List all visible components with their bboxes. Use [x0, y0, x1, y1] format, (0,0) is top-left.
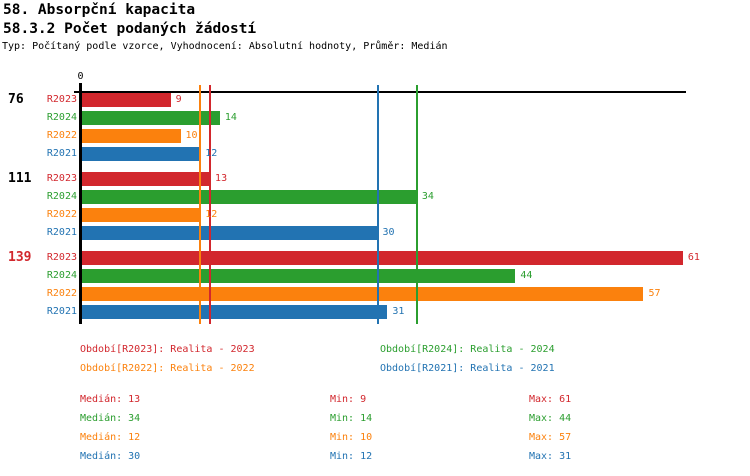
- bar-value-label: 9: [175, 94, 182, 105]
- legend-item-r2024: Období[R2024]: Realita - 2024: [380, 344, 555, 355]
- bar-row-label: R2023: [46, 252, 77, 263]
- bar-row-label: R2021: [46, 227, 77, 238]
- stat-median-r2024: Medián: 34: [80, 413, 141, 424]
- bar: [82, 251, 683, 265]
- bar: [82, 93, 171, 107]
- axis-origin-label: 0: [77, 71, 84, 82]
- bar-row-label: R2023: [46, 173, 77, 184]
- stat-min-r2023: Min: 9: [330, 394, 367, 405]
- report-section-title: 58.3.2 Počet podaných žádostí: [3, 21, 257, 37]
- bar-value-label: 14: [224, 112, 237, 123]
- median-line: [209, 85, 212, 324]
- stat-min-r2022: Min: 10: [330, 432, 373, 443]
- bar-row-label: R2022: [46, 130, 77, 141]
- median-line: [415, 85, 418, 324]
- stat-median-r2021: Medián: 30: [80, 451, 141, 462]
- bar-value-label: 30: [382, 227, 395, 238]
- bar: [82, 287, 644, 301]
- bar-value-label: 10: [185, 130, 198, 141]
- bar: [82, 129, 181, 143]
- stat-max-r2024: Max: 44: [529, 413, 572, 424]
- bar-value-label: 44: [520, 270, 533, 281]
- legend-item-r2022: Období[R2022]: Realita - 2022: [80, 363, 255, 374]
- stat-max-r2022: Max: 57: [529, 432, 572, 443]
- report-meta-line: Typ: Počítaný podle vzorce, Vyhodnocení:…: [2, 41, 448, 52]
- axis-zero-line: [79, 83, 82, 324]
- bar-value-label: 34: [421, 191, 434, 202]
- bar-value-label: 61: [687, 252, 700, 263]
- bar-row-label: R2023: [46, 94, 77, 105]
- bar-group-label: 111: [8, 171, 32, 186]
- bar-group-label: 139: [8, 250, 32, 265]
- report-title: 58. Absorpční kapacita: [3, 2, 196, 18]
- bar: [82, 269, 516, 283]
- bar-row-label: R2021: [46, 148, 77, 159]
- bar-row-label: R2024: [46, 112, 77, 123]
- stat-max-r2021: Max: 31: [529, 451, 572, 462]
- bar-value-label: 12: [205, 209, 218, 220]
- bar: [82, 147, 201, 161]
- bar-row-label: R2021: [46, 306, 77, 317]
- bar-value-label: 12: [205, 148, 218, 159]
- bar-row-label: R2024: [46, 191, 77, 202]
- stat-median-r2023: Medián: 13: [80, 394, 141, 405]
- bar: [82, 305, 388, 319]
- bar-row-label: R2024: [46, 270, 77, 281]
- bar: [82, 208, 201, 222]
- axis-top-line: [74, 91, 686, 93]
- bar: [82, 111, 220, 125]
- bar-value-label: 13: [215, 173, 228, 184]
- legend-item-r2023: Období[R2023]: Realita - 2023: [80, 344, 255, 355]
- stat-max-r2023: Max: 61: [529, 394, 572, 405]
- median-line: [199, 85, 202, 324]
- bar-row-label: R2022: [46, 288, 77, 299]
- bar: [82, 226, 378, 240]
- bar: [82, 172, 211, 186]
- legend-item-r2021: Období[R2021]: Realita - 2021: [380, 363, 555, 374]
- stat-min-r2024: Min: 14: [330, 413, 373, 424]
- bar-group-label: 76: [8, 92, 24, 107]
- median-line: [376, 85, 379, 324]
- bar: [82, 190, 417, 204]
- stat-median-r2022: Medián: 12: [80, 432, 141, 443]
- bar-value-label: 57: [648, 288, 661, 299]
- bar-value-label: 31: [392, 306, 405, 317]
- stat-min-r2021: Min: 12: [330, 451, 373, 462]
- bar-row-label: R2022: [46, 209, 77, 220]
